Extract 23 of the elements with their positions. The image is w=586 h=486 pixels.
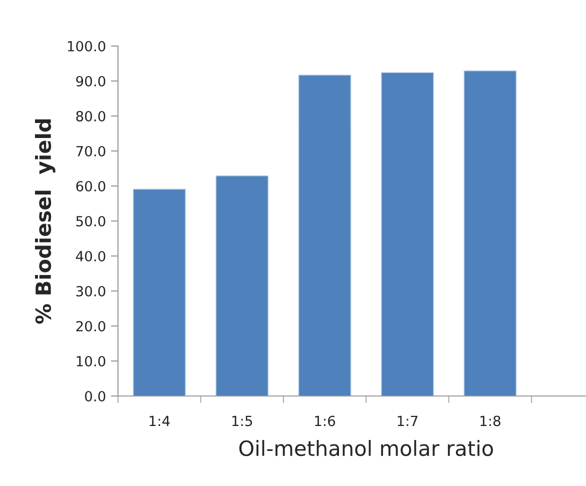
y-tick-label: 80.0	[76, 110, 106, 122]
y-tick-label: 30.0	[76, 286, 106, 296]
y-tick-label: 10.0	[76, 356, 106, 366]
bar	[216, 175, 269, 396]
x-tick-label: 1:5	[232, 416, 252, 426]
y-tick-label: 100.0	[68, 40, 106, 52]
y-tick-label: 40.0	[76, 250, 106, 262]
y-axis-title: % Biodiesel yield	[34, 119, 56, 324]
y-tick-label: 90.0	[76, 76, 106, 86]
x-tick-label: 1:6	[315, 416, 336, 426]
bar	[132, 188, 186, 396]
x-axis-title: Oil-methanol molar ratio	[239, 440, 493, 456]
x-tick-label: 1:8	[480, 416, 500, 426]
y-tick-label: 60.0	[76, 180, 106, 192]
bar	[464, 70, 517, 396]
bar	[380, 72, 434, 396]
x-tick-label: 1:4	[150, 416, 170, 426]
y-tick-label: 0.0	[85, 390, 106, 402]
y-tick-label: 50.0	[76, 216, 106, 226]
y-tick-label: 20.0	[76, 320, 106, 332]
y-tick-label: 70.0	[76, 146, 106, 156]
x-tick-label: 1:7	[398, 416, 418, 426]
bar	[298, 74, 352, 396]
